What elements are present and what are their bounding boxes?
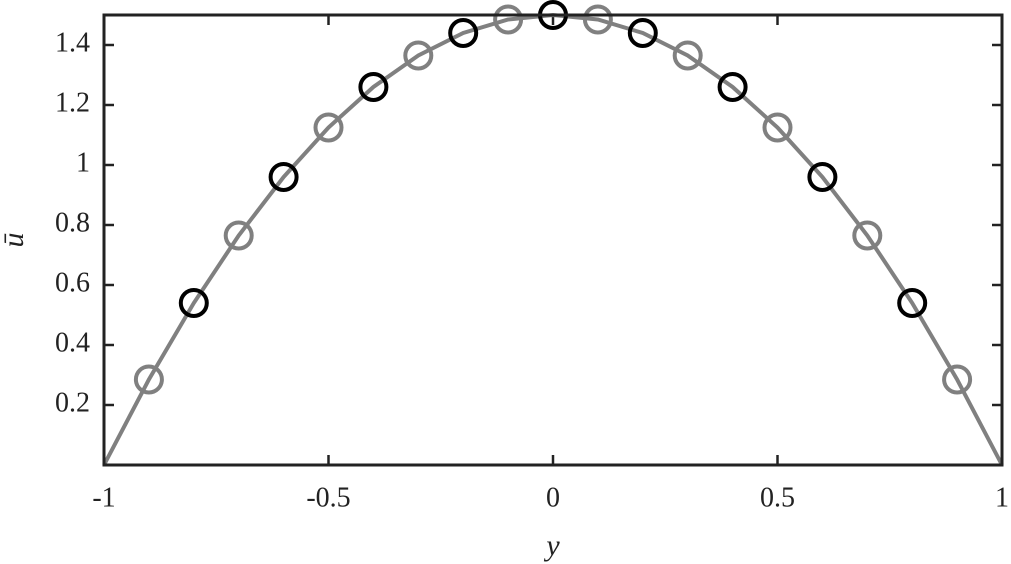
y-tick-label: 0.8: [55, 207, 90, 238]
y-tick-label: 1.4: [55, 27, 90, 58]
marker: [942, 364, 973, 395]
marker: [448, 18, 479, 48]
marker: [897, 288, 928, 318]
marker: [313, 112, 344, 143]
marker: [133, 364, 164, 395]
marker: [852, 220, 883, 251]
y-tick-label: 1: [76, 147, 90, 178]
plot-frame: [102, 13, 1004, 467]
x-tick-label: -0.5: [306, 482, 350, 513]
marker: [178, 288, 209, 318]
marker: [627, 18, 658, 48]
marker: [582, 4, 613, 35]
marker: [358, 72, 389, 102]
marker: [268, 162, 299, 192]
y-axis-label: ū: [0, 233, 30, 248]
y-tick-label: 0.6: [55, 267, 90, 298]
marker: [762, 112, 793, 143]
marker: [223, 220, 254, 251]
x-tick-label: 1: [995, 482, 1009, 513]
marker: [717, 72, 748, 102]
x-tick-label: 0: [546, 482, 560, 513]
x-axis-label: y: [543, 529, 560, 562]
y-tick-label: 0.4: [55, 327, 90, 358]
x-tick-label: 0.5: [760, 482, 795, 513]
y-tick-label: 1.2: [55, 87, 90, 118]
marker: [403, 40, 434, 71]
x-tick-label: -1: [92, 482, 115, 513]
y-tick-label: 0.2: [55, 387, 90, 418]
marker: [493, 4, 524, 35]
marker: [672, 40, 703, 71]
curve: [102, 12, 1004, 466]
marker: [807, 162, 838, 192]
